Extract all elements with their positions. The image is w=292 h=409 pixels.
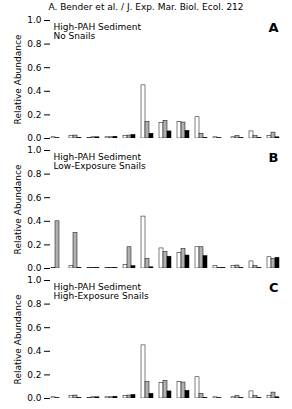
svg-text:High-PAH SedimentLow-Exposure: High-PAH SedimentLow-Exposure Snails xyxy=(54,152,146,171)
svg-text:A: A xyxy=(268,20,278,35)
svg-text:0.4: 0.4 xyxy=(27,216,42,226)
svg-text:0.4: 0.4 xyxy=(27,346,42,356)
html-text:A. Bender et al. / J. Exp. Mar: A. Bender et al. / J. Exp. Mar. Biol. Ec… xyxy=(48,2,244,12)
svg-text:0.0: 0.0 xyxy=(27,393,42,403)
svg-text:0.0: 0.0 xyxy=(27,263,42,273)
svg-text:0.8: 0.8 xyxy=(27,169,42,179)
svg-text:Relative Abundance: Relative Abundance xyxy=(13,34,23,124)
svg-text:1.0: 1.0 xyxy=(27,15,42,25)
svg-text:Relative Abundance: Relative Abundance xyxy=(13,294,23,384)
svg-text:0.2: 0.2 xyxy=(27,110,41,120)
svg-text:High-PAH SedimentHigh-Exposure: High-PAH SedimentHigh-Exposure Snails xyxy=(54,282,149,301)
svg-text:0.6: 0.6 xyxy=(27,63,42,73)
svg-text:0.0: 0.0 xyxy=(27,133,42,143)
svg-text:1.0: 1.0 xyxy=(27,275,42,285)
svg-text:High-PAH SedimentNo Snails: High-PAH SedimentNo Snails xyxy=(54,22,142,41)
svg-text:0.6: 0.6 xyxy=(27,193,42,203)
svg-text:1.0: 1.0 xyxy=(27,145,42,155)
svg-text:0.8: 0.8 xyxy=(27,299,42,309)
svg-text:0.8: 0.8 xyxy=(27,39,42,49)
svg-text:0.4: 0.4 xyxy=(27,86,42,96)
svg-text:Relative Abundance: Relative Abundance xyxy=(13,164,23,254)
svg-text:0.2: 0.2 xyxy=(27,240,41,250)
svg-text:0.6: 0.6 xyxy=(27,323,42,333)
svg-text:0.2: 0.2 xyxy=(27,370,41,380)
svg-text:C: C xyxy=(269,280,279,295)
svg-text:B: B xyxy=(269,150,279,165)
